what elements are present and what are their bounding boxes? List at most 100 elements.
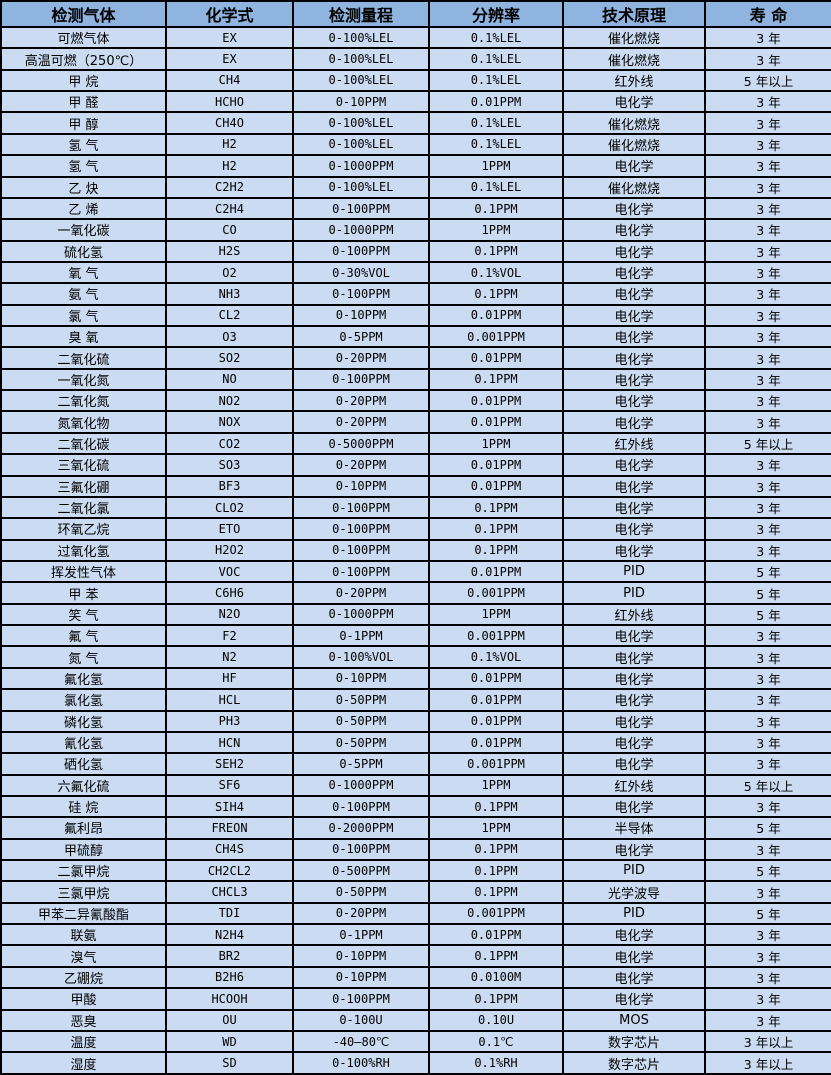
chemical-formula-cell: HCOOH: [165, 987, 294, 1011]
resolution-cell: 0.1PPM: [428, 538, 564, 563]
detection-range-cell: 0-100%RH: [292, 1051, 430, 1075]
lifespan-cell: 3 年: [704, 517, 831, 541]
lifespan-cell: 3 年: [704, 410, 831, 434]
lifespan-cell: 3 年: [704, 132, 831, 157]
resolution-cell: 0.1PPM: [428, 944, 564, 968]
detection-range-cell: 0-50PPM: [292, 688, 430, 712]
resolution-cell: 0.01PPM: [428, 666, 564, 691]
table-row: 氯 气 CL2 0-10PPM 0.01PPM 电化学 3 年: [0, 303, 831, 328]
table-row: 恶臭 OU 0-100U 0.10U MOS 3 年: [0, 1008, 831, 1032]
chemical-formula-cell: N2H4: [165, 923, 294, 947]
table-row: 甲酸 HCOOH 0-100PPM 0.1PPM 电化学 3 年: [0, 987, 831, 1011]
lifespan-cell: 3 年: [704, 47, 831, 71]
resolution-cell: 0.001PPM: [428, 901, 564, 926]
technology-cell: 电化学: [562, 410, 706, 434]
technology-cell: 电化学: [562, 474, 706, 498]
lifespan-cell: 5 年以上: [704, 773, 831, 797]
chemical-formula-cell: HCHO: [165, 90, 294, 114]
gas-name-cell: 一氧化碳: [0, 218, 167, 242]
table-row: 磷化氢 PH3 0-50PPM 0.01PPM 电化学 3 年: [0, 709, 831, 733]
lifespan-cell: 3 年: [704, 688, 831, 712]
gas-name-cell: 氮氧化物: [0, 410, 167, 434]
resolution-cell: 1PPM: [428, 816, 564, 840]
technology-cell: 电化学: [562, 752, 706, 776]
chemical-formula-cell: H2: [165, 132, 294, 157]
detection-range-cell: 0-20PPM: [292, 389, 430, 413]
technology-cell: 电化学: [562, 794, 706, 819]
gas-name-cell: 高温可燃（250℃）: [0, 47, 167, 71]
lifespan-cell: 3 年: [704, 965, 831, 990]
resolution-cell: 0.1PPM: [428, 239, 564, 263]
table-row: 氟利昂 FREON 0-2000PPM 1PPM 半导体 5 年: [0, 816, 831, 840]
resolution-cell: 1PPM: [428, 431, 564, 456]
chemical-formula-cell: PH3: [165, 709, 294, 733]
resolution-cell: 0.01PPM: [428, 559, 564, 584]
technology-cell: 电化学: [562, 666, 706, 691]
table-row: 乙硼烷 B2H6 0-10PPM 0.0100M 电化学 3 年: [0, 965, 831, 990]
detection-range-cell: 0-10PPM: [292, 666, 430, 691]
lifespan-cell: 3 年: [704, 474, 831, 498]
lifespan-cell: 3 年: [704, 666, 831, 691]
gas-name-cell: 三氯甲烷: [0, 880, 167, 904]
chemical-formula-cell: FREON: [165, 816, 294, 840]
technology-cell: 电化学: [562, 709, 706, 733]
resolution-cell: 0.01PPM: [428, 688, 564, 712]
table-row: 溴气 BR2 0-10PPM 0.1PPM 电化学 3 年: [0, 944, 831, 968]
lifespan-cell: 3 年: [704, 624, 831, 648]
resolution-cell: 0.1%VOL: [428, 645, 564, 669]
detection-range-cell: 0-1PPM: [292, 624, 430, 648]
technology-cell: 电化学: [562, 624, 706, 648]
resolution-cell: 0.01PPM: [428, 389, 564, 413]
technology-cell: 电化学: [562, 90, 706, 114]
gas-name-cell: 湿度: [0, 1051, 167, 1075]
resolution-cell: 0.01PPM: [428, 410, 564, 434]
lifespan-cell: 3 年: [704, 645, 831, 669]
gas-name-cell: 硫化氢: [0, 239, 167, 263]
detection-range-cell: 0-50PPM: [292, 709, 430, 733]
chemical-formula-cell: CH4O: [165, 111, 294, 135]
table-row: 一氧化碳 CO 0-1000PPM 1PPM 电化学 3 年: [0, 218, 831, 242]
table-row: 三氧化硫 SO3 0-20PPM 0.01PPM 电化学 3 年: [0, 453, 831, 477]
table-row: 甲 醇 CH4O 0-100%LEL 0.1%LEL 催化燃烧 3 年: [0, 111, 831, 135]
table-row: 硫化氢 H2S 0-100PPM 0.1PPM 电化学 3 年: [0, 239, 831, 263]
gas-name-cell: 硒化氢: [0, 752, 167, 776]
gas-name-cell: 笑 气: [0, 602, 167, 627]
lifespan-cell: 5 年: [704, 901, 831, 926]
chemical-formula-cell: C2H4: [165, 196, 294, 221]
detection-range-cell: 0-1000PPM: [292, 602, 430, 627]
header-technology: 技术原理: [562, 0, 706, 28]
resolution-cell: 0.01PPM: [428, 474, 564, 498]
gas-name-cell: 可燃气体: [0, 25, 167, 50]
gas-name-cell: 二氧化碳: [0, 431, 167, 456]
technology-cell: 电化学: [562, 837, 706, 862]
lifespan-cell: 3 年: [704, 538, 831, 563]
table-row: 乙 烯 C2H4 0-100PPM 0.1PPM 电化学 3 年: [0, 196, 831, 221]
chemical-formula-cell: HCN: [165, 730, 294, 755]
detection-range-cell: 0-100%LEL: [292, 132, 430, 157]
technology-cell: 电化学: [562, 923, 706, 947]
gas-name-cell: 二氧化氮: [0, 389, 167, 413]
resolution-cell: 0.1%RH: [428, 1051, 564, 1075]
chemical-formula-cell: TDI: [165, 901, 294, 926]
technology-cell: 红外线: [562, 431, 706, 456]
detection-range-cell: 0-100%VOL: [292, 645, 430, 669]
chemical-formula-cell: HCL: [165, 688, 294, 712]
detection-range-cell: 0-20PPM: [292, 410, 430, 434]
table-row: 可燃气体 EX 0-100%LEL 0.1%LEL 催化燃烧 3 年: [0, 25, 831, 50]
table-row: 三氯甲烷 CHCL3 0-50PPM 0.1PPM 光学波导 3 年: [0, 880, 831, 904]
chemical-formula-cell: HF: [165, 666, 294, 691]
resolution-cell: 0.01PPM: [428, 90, 564, 114]
chemical-formula-cell: O3: [165, 325, 294, 349]
lifespan-cell: 3 年: [704, 709, 831, 733]
technology-cell: 电化学: [562, 154, 706, 178]
technology-cell: 电化学: [562, 495, 706, 520]
resolution-cell: 1PPM: [428, 154, 564, 178]
gas-name-cell: 三氧化硫: [0, 453, 167, 477]
detection-range-cell: 0-500PPM: [292, 858, 430, 883]
resolution-cell: 0.1%LEL: [428, 132, 564, 157]
technology-cell: 催化燃烧: [562, 132, 706, 157]
technology-cell: 电化学: [562, 987, 706, 1011]
technology-cell: 数字芯片: [562, 1051, 706, 1075]
technology-cell: 数字芯片: [562, 1029, 706, 1054]
technology-cell: 电化学: [562, 453, 706, 477]
